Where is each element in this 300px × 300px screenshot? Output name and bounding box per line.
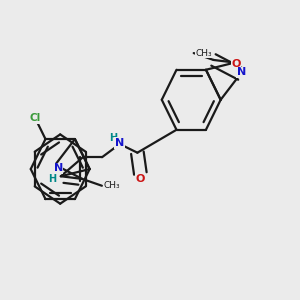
Text: CH₃: CH₃	[195, 49, 212, 58]
Text: O: O	[232, 59, 241, 69]
Text: H: H	[48, 174, 56, 184]
Text: Cl: Cl	[29, 113, 41, 123]
Text: H: H	[109, 133, 117, 143]
Text: O: O	[136, 174, 145, 184]
Text: N: N	[53, 163, 63, 173]
Text: N: N	[237, 67, 246, 77]
Text: N: N	[115, 138, 124, 148]
Text: CH₃: CH₃	[103, 181, 120, 190]
